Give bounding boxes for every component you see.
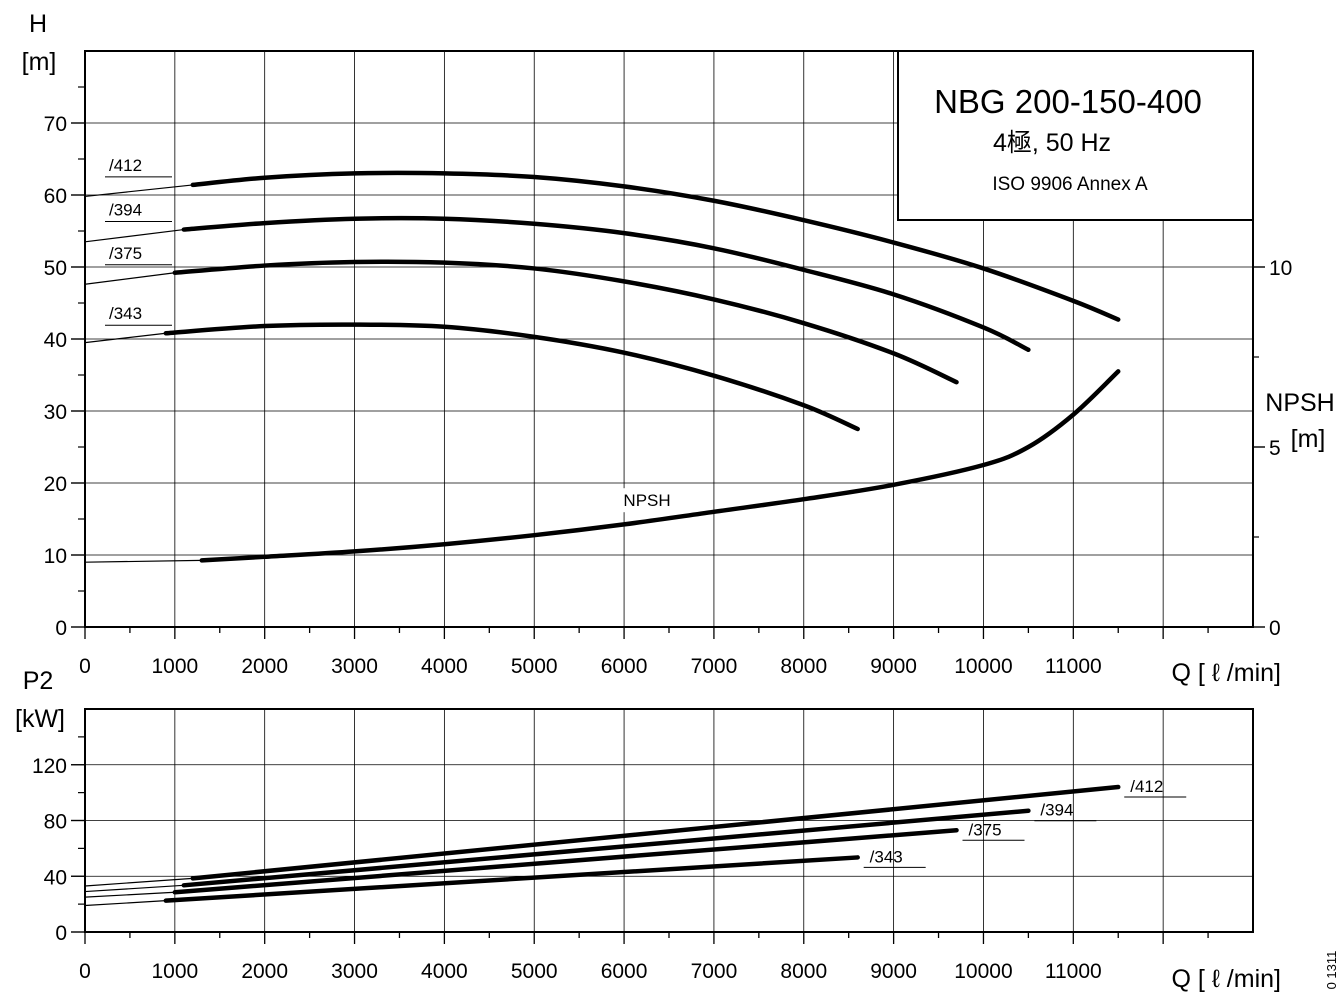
npsh-axis-unit: [m] xyxy=(1291,425,1326,453)
head-ytick-label: 20 xyxy=(44,473,67,496)
power-ytick-label: 0 xyxy=(55,922,67,945)
head-xtick-label: 8000 xyxy=(780,655,827,678)
power-xtick-label: 2000 xyxy=(241,960,288,983)
power-curve-375 xyxy=(172,828,959,895)
npsh-ytick-label: 0 xyxy=(1269,617,1281,640)
head-extrapolation-412 xyxy=(84,184,193,198)
head-curve-343 xyxy=(163,322,860,432)
npsh-curve-npsh xyxy=(199,369,1121,563)
power-curve-343 xyxy=(163,855,860,903)
speed-label: 4極, 50 Hz xyxy=(993,129,1111,157)
head-extrapolation-375 xyxy=(84,272,175,285)
power-extrapolation-343 xyxy=(84,900,166,907)
npsh-ytick-label: 10 xyxy=(1269,257,1292,280)
head-ytick-label: 40 xyxy=(44,329,67,352)
power-axis-unit: [kW] xyxy=(15,705,65,733)
head-extrapolation-394 xyxy=(84,228,184,243)
power-curve-412 xyxy=(190,784,1121,881)
head-xtick-label: 11000 xyxy=(1045,655,1102,678)
power-xtick-label: 1000 xyxy=(151,960,198,983)
power-series-label-394: /394 xyxy=(1040,801,1073,820)
power-curve-394 xyxy=(181,808,1031,888)
power-ytick-label: 80 xyxy=(44,811,67,834)
head-axis-unit: [m] xyxy=(22,48,57,76)
head-series-label-412: /412 xyxy=(109,156,142,175)
head-curve-375 xyxy=(172,259,959,385)
power-extrapolation-394 xyxy=(84,884,184,893)
power-xtick-label: 5000 xyxy=(511,960,558,983)
power-plot-frame xyxy=(84,708,1254,933)
npsh-extrapolation-npsh xyxy=(84,559,202,563)
head-series-label-375: /375 xyxy=(109,244,142,263)
power-xtick-label: 6000 xyxy=(601,960,648,983)
model-title: NBG 200-150-400 xyxy=(934,83,1202,120)
power-xtick-label: 0 xyxy=(79,960,91,983)
head-x-axis-title: Q [ ℓ /min] xyxy=(1172,659,1282,687)
power-xtick-label: 7000 xyxy=(691,960,738,983)
npsh-label-bg xyxy=(598,488,687,513)
head-xtick-label: 0 xyxy=(79,655,91,678)
head-ytick-label: 60 xyxy=(44,185,67,208)
head-ytick-label: 70 xyxy=(44,113,67,136)
drawing-code: 0 1311 xyxy=(1324,951,1339,990)
head-plot-frame xyxy=(84,50,1254,628)
power-xtick-label: 3000 xyxy=(331,960,378,983)
head-xtick-label: 2000 xyxy=(241,655,288,678)
power-xtick-label: 10000 xyxy=(954,960,1012,983)
head-ytick-label: 30 xyxy=(44,401,67,424)
power-xtick-label: 9000 xyxy=(870,960,917,983)
npsh-axis-title: NPSH xyxy=(1265,389,1334,417)
power-series-label-412: /412 xyxy=(1130,777,1163,796)
power-series-label-343: /343 xyxy=(870,847,903,866)
power-xtick-label: 4000 xyxy=(421,960,468,983)
power-x-axis-title: Q [ ℓ /min] xyxy=(1172,965,1282,993)
head-ytick-label: 50 xyxy=(44,257,67,280)
head-curve-394 xyxy=(181,215,1031,353)
head-ytick-label: 10 xyxy=(44,545,67,568)
head-xtick-label: 1000 xyxy=(151,655,198,678)
power-xtick-label: 11000 xyxy=(1045,960,1102,983)
power-ytick-label: 120 xyxy=(32,755,67,778)
npsh-curve-label: NPSH xyxy=(623,491,670,510)
head-xtick-label: 3000 xyxy=(331,655,378,678)
power-extrapolation-375 xyxy=(84,891,175,898)
head-extrapolation-343 xyxy=(84,332,166,344)
head-ytick-label: 0 xyxy=(55,617,67,640)
power-xtick-label: 8000 xyxy=(780,960,827,983)
head-xtick-label: 7000 xyxy=(691,655,738,678)
npsh-ytick-label: 5 xyxy=(1269,437,1281,460)
power-ytick-label: 40 xyxy=(44,866,67,889)
power-extrapolation-412 xyxy=(84,877,193,887)
head-axis-title: H xyxy=(29,10,47,38)
head-xtick-label: 10000 xyxy=(954,655,1012,678)
head-series-label-394: /394 xyxy=(109,201,142,220)
title-box xyxy=(897,50,1254,221)
head-xtick-label: 6000 xyxy=(601,655,648,678)
head-xtick-label: 9000 xyxy=(870,655,917,678)
standard-label: ISO 9906 Annex A xyxy=(992,174,1148,195)
power-series-label-375: /375 xyxy=(969,820,1002,839)
head-series-label-343: /343 xyxy=(109,304,142,323)
head-curve-412 xyxy=(190,170,1121,322)
head-xtick-label: 4000 xyxy=(421,655,468,678)
power-axis-title: P2 xyxy=(23,667,54,695)
head-xtick-label: 5000 xyxy=(511,655,558,678)
